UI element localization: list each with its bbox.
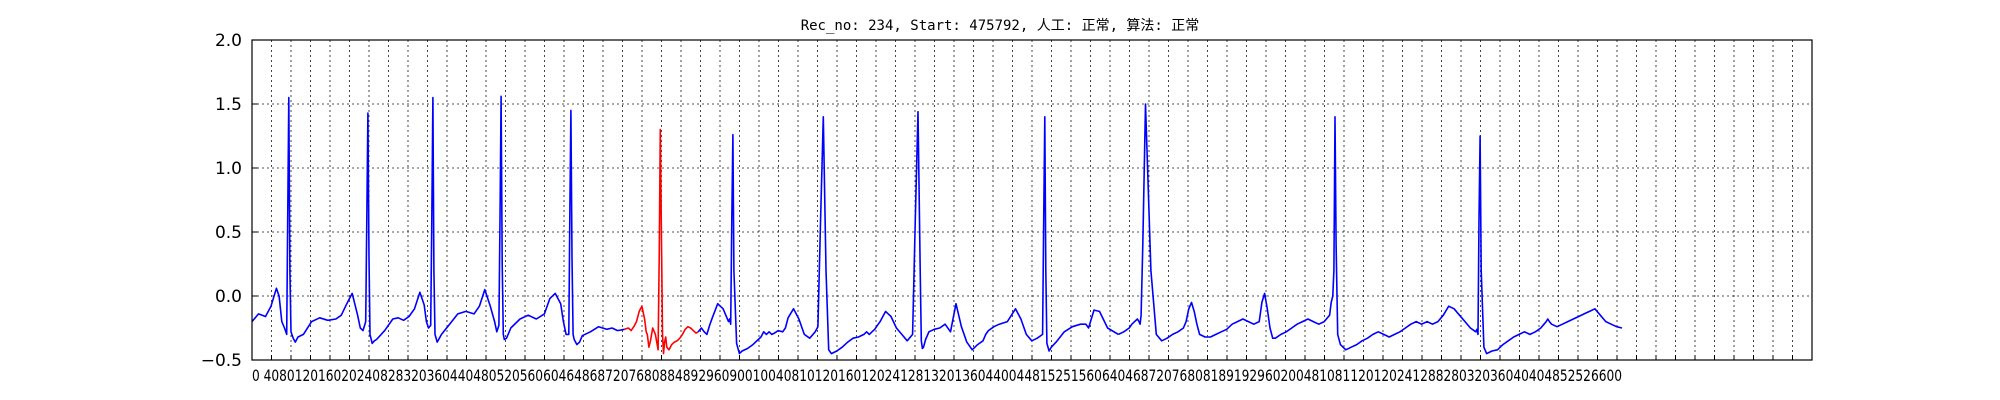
series-lines — [251, 95, 1623, 355]
red-ecg-trace-0 — [624, 128, 699, 355]
y-tick-label: −0.5 — [201, 351, 242, 371]
y-axis-ticks: −0.5 0.0 0.5 1.0 1.5 2.0 — [201, 31, 258, 371]
y-tick-label: 1.5 — [215, 95, 242, 115]
x-axis-ticks — [251, 355, 1813, 360]
y-tick-label: 2.0 — [215, 31, 242, 51]
chart-title: Rec_no: 234, Start: 475792, 人工: 正常, 算法: … — [801, 18, 1200, 34]
grid-lines — [252, 39, 1812, 361]
x-tick-labels: 0 40801201602024082832036044048052056060… — [252, 366, 1622, 385]
y-tick-label: 0.5 — [215, 223, 242, 243]
axes-frame — [251, 39, 1813, 361]
blue-ecg-trace-0 — [251, 95, 625, 346]
blue-ecg-trace-2 — [1118, 103, 1623, 355]
blue-ecg-trace-1 — [697, 110, 1119, 355]
y-tick-label: 1.0 — [215, 159, 242, 179]
y-tick-label: 0.0 — [215, 287, 242, 307]
